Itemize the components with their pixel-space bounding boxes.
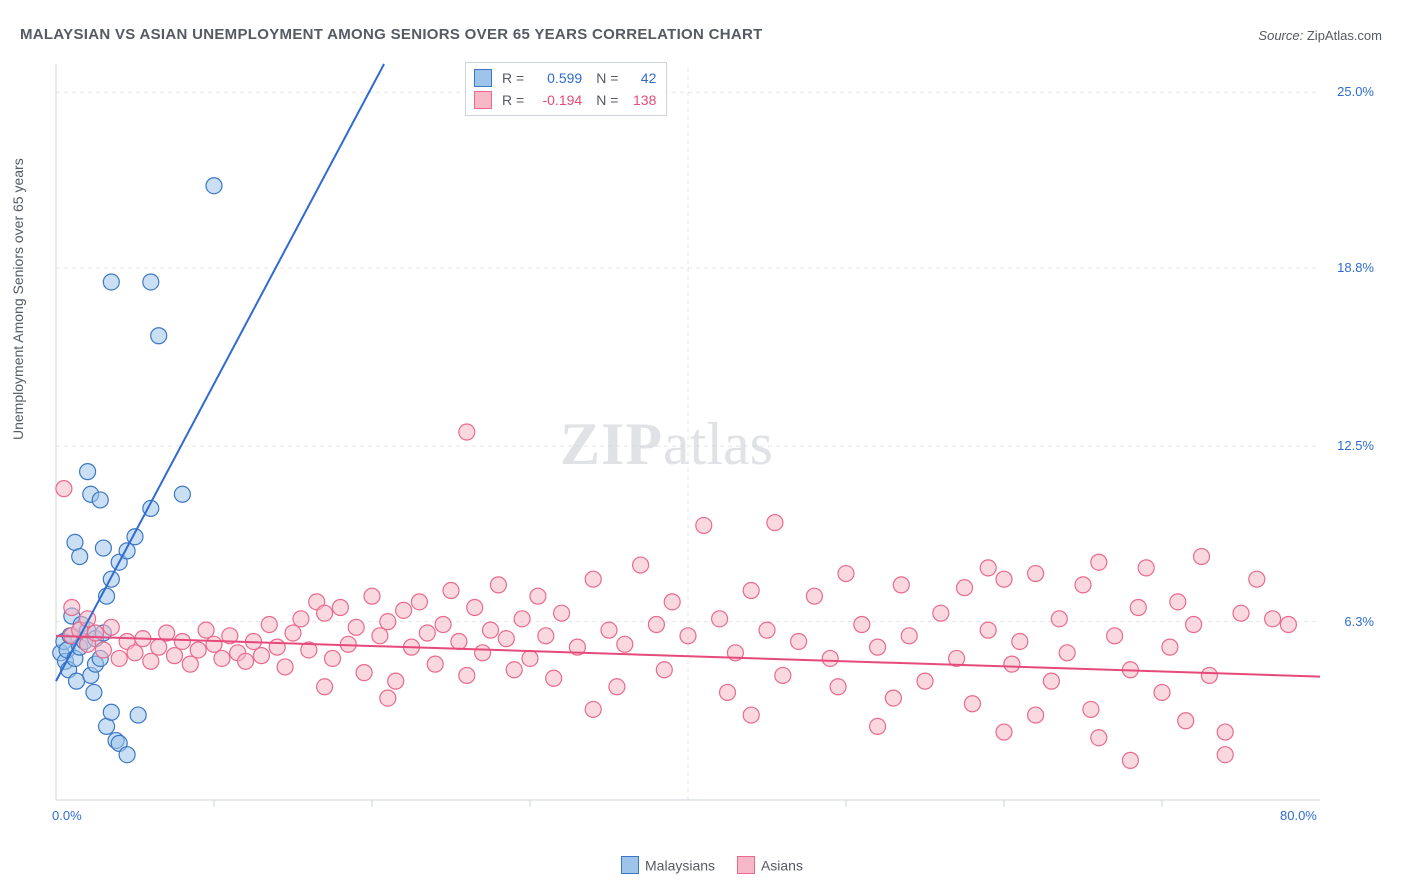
- legend-swatch-series2: [737, 856, 755, 874]
- n-value-series2: 138: [622, 92, 656, 108]
- x-tick-label: 0.0%: [52, 808, 82, 823]
- swatch-series2: [474, 91, 492, 109]
- scatter-chart: [50, 60, 1380, 830]
- source-attribution: Source: ZipAtlas.com: [1258, 28, 1382, 43]
- n-label: N =: [596, 70, 618, 86]
- r-value-series1: 0.599: [528, 70, 582, 86]
- r-value-series2: -0.194: [528, 92, 582, 108]
- legend-swatch-series1: [621, 856, 639, 874]
- n-value-series1: 42: [622, 70, 656, 86]
- y-tick-label: 6.3%: [1344, 614, 1374, 629]
- swatch-series1: [474, 69, 492, 87]
- y-tick-label: 25.0%: [1337, 84, 1374, 99]
- y-tick-label: 12.5%: [1337, 438, 1374, 453]
- r-label: R =: [502, 70, 524, 86]
- r-label: R =: [502, 92, 524, 108]
- chart-title: MALAYSIAN VS ASIAN UNEMPLOYMENT AMONG SE…: [20, 26, 763, 43]
- legend: Malaysians Asians: [0, 856, 1406, 874]
- stats-row-series1: R = 0.599 N = 42: [474, 67, 656, 89]
- legend-label-series2: Asians: [761, 857, 803, 873]
- stats-row-series2: R = -0.194 N = 138: [474, 89, 656, 111]
- y-axis-label: Unemployment Among Seniors over 65 years: [10, 158, 26, 440]
- chart-plot-area: 6.3% 12.5% 18.8% 25.0% 0.0% 80.0%: [50, 60, 1380, 830]
- legend-label-series1: Malaysians: [645, 857, 715, 873]
- source-name: ZipAtlas.com: [1307, 28, 1382, 43]
- correlation-stats-box: R = 0.599 N = 42 R = -0.194 N = 138: [465, 62, 667, 116]
- x-tick-label: 80.0%: [1280, 808, 1317, 823]
- n-label: N =: [596, 92, 618, 108]
- y-tick-label: 18.8%: [1337, 260, 1374, 275]
- source-prefix: Source:: [1258, 28, 1303, 43]
